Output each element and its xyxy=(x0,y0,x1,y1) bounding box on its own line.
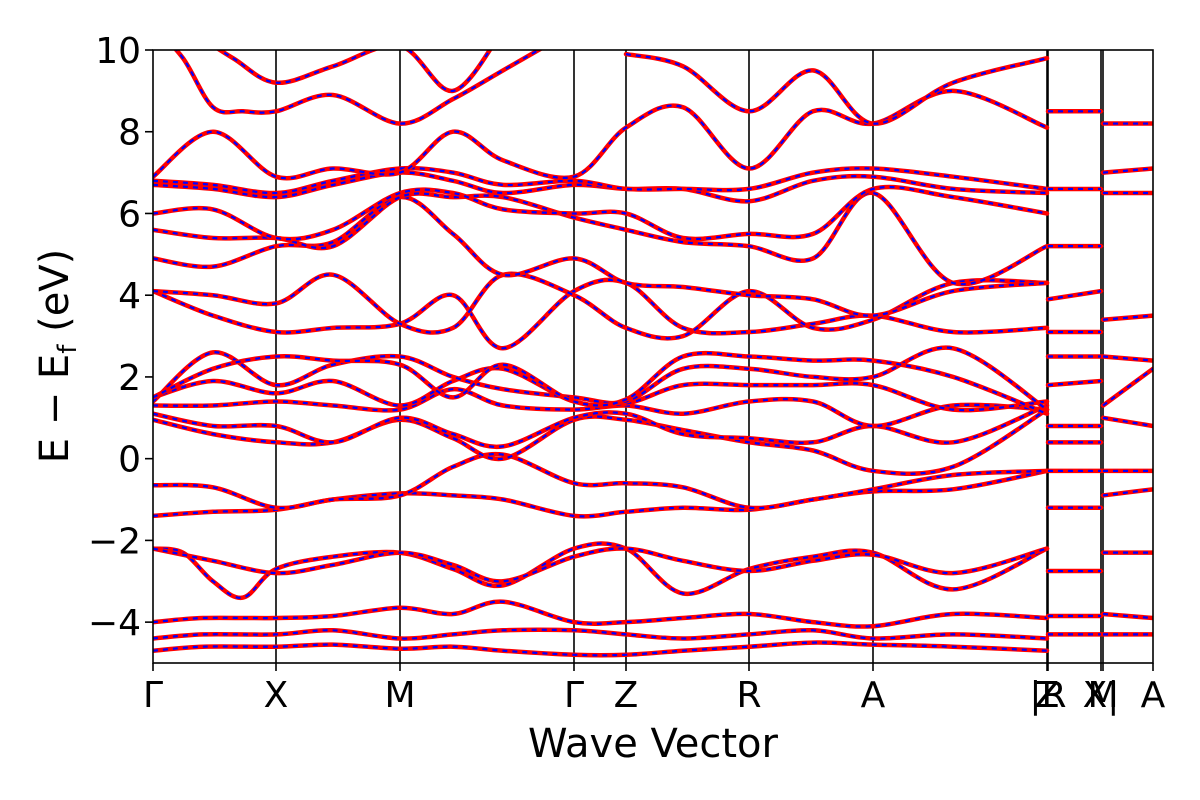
y-tick-label: −4 xyxy=(88,603,141,644)
x-axis-title: Wave Vector xyxy=(528,721,779,767)
y-tick-label: 0 xyxy=(118,440,141,481)
x-tick-label: Z xyxy=(1035,675,1060,716)
band-line-overlay xyxy=(153,185,1048,241)
x-tick-label: Γ xyxy=(143,675,163,716)
y-tick-label: 4 xyxy=(118,276,141,317)
x-tick-label: M xyxy=(384,675,415,716)
band-line-overlay xyxy=(217,50,492,93)
y-tick-label: 6 xyxy=(118,194,141,235)
band-line-overlay xyxy=(1102,416,1153,428)
band-line-overlay xyxy=(1102,167,1153,174)
plot-background xyxy=(153,50,1153,663)
band-line-overlay xyxy=(153,167,1048,195)
band-line-overlay xyxy=(1102,612,1153,620)
x-tick-label: A xyxy=(1141,675,1166,716)
y-tick-label: 8 xyxy=(118,113,141,154)
band-line xyxy=(153,345,1050,412)
y-axis-title-main: E − E xyxy=(32,354,78,464)
band-line xyxy=(173,50,544,126)
x-tick-label: R xyxy=(736,675,761,716)
band-line-overlay xyxy=(1102,355,1153,362)
x-tick-label: A xyxy=(861,675,886,716)
band-line-overlay xyxy=(625,53,1048,125)
band-line-overlay xyxy=(153,352,1048,415)
plot-frame xyxy=(152,49,1154,664)
band-line-overlay xyxy=(153,191,1048,286)
band-line-overlay xyxy=(153,171,1048,203)
band-line-overlay xyxy=(153,452,1048,510)
y-axis-title-subscript: f xyxy=(53,344,83,354)
band-line-overlay xyxy=(1102,488,1153,497)
band-line-overlay xyxy=(153,278,1048,350)
x-tick-label: Γ xyxy=(564,675,584,716)
bands xyxy=(153,50,1153,658)
y-tick-label: 10 xyxy=(95,31,141,72)
band-line-overlay xyxy=(153,628,1048,640)
x-tick-label: |R xyxy=(1029,675,1066,716)
band-line-overlay xyxy=(153,408,1048,475)
x-tick-label: X xyxy=(264,675,289,716)
band-line xyxy=(153,546,1050,584)
y-axis-title: E − Ef (eV) xyxy=(32,249,83,464)
x-ticks: Γ X M Γ Z R A Z|R X|M A xyxy=(143,663,1166,716)
x-tick-label: X| xyxy=(1083,675,1120,716)
x-tick-label: Z xyxy=(614,675,639,716)
band-line-overlay xyxy=(153,388,1048,428)
y-tick-label: −2 xyxy=(88,521,141,562)
band-line-overlay xyxy=(1047,290,1102,301)
x-tick-label: M xyxy=(1087,675,1118,716)
band-line-overlay xyxy=(153,641,1048,657)
band-line-overlay xyxy=(1102,367,1153,407)
band-line-overlay xyxy=(153,272,1048,340)
band-line-overlay xyxy=(153,600,1048,628)
y-ticks: −4 −2 0 2 4 6 8 10 xyxy=(88,31,153,644)
band-line-overlay xyxy=(153,404,1048,448)
band-line-overlay xyxy=(1102,314,1153,321)
y-axis-title-unit: (eV) xyxy=(32,249,78,345)
y-tick-label: 2 xyxy=(118,358,141,399)
band-line-overlay xyxy=(1047,379,1102,387)
